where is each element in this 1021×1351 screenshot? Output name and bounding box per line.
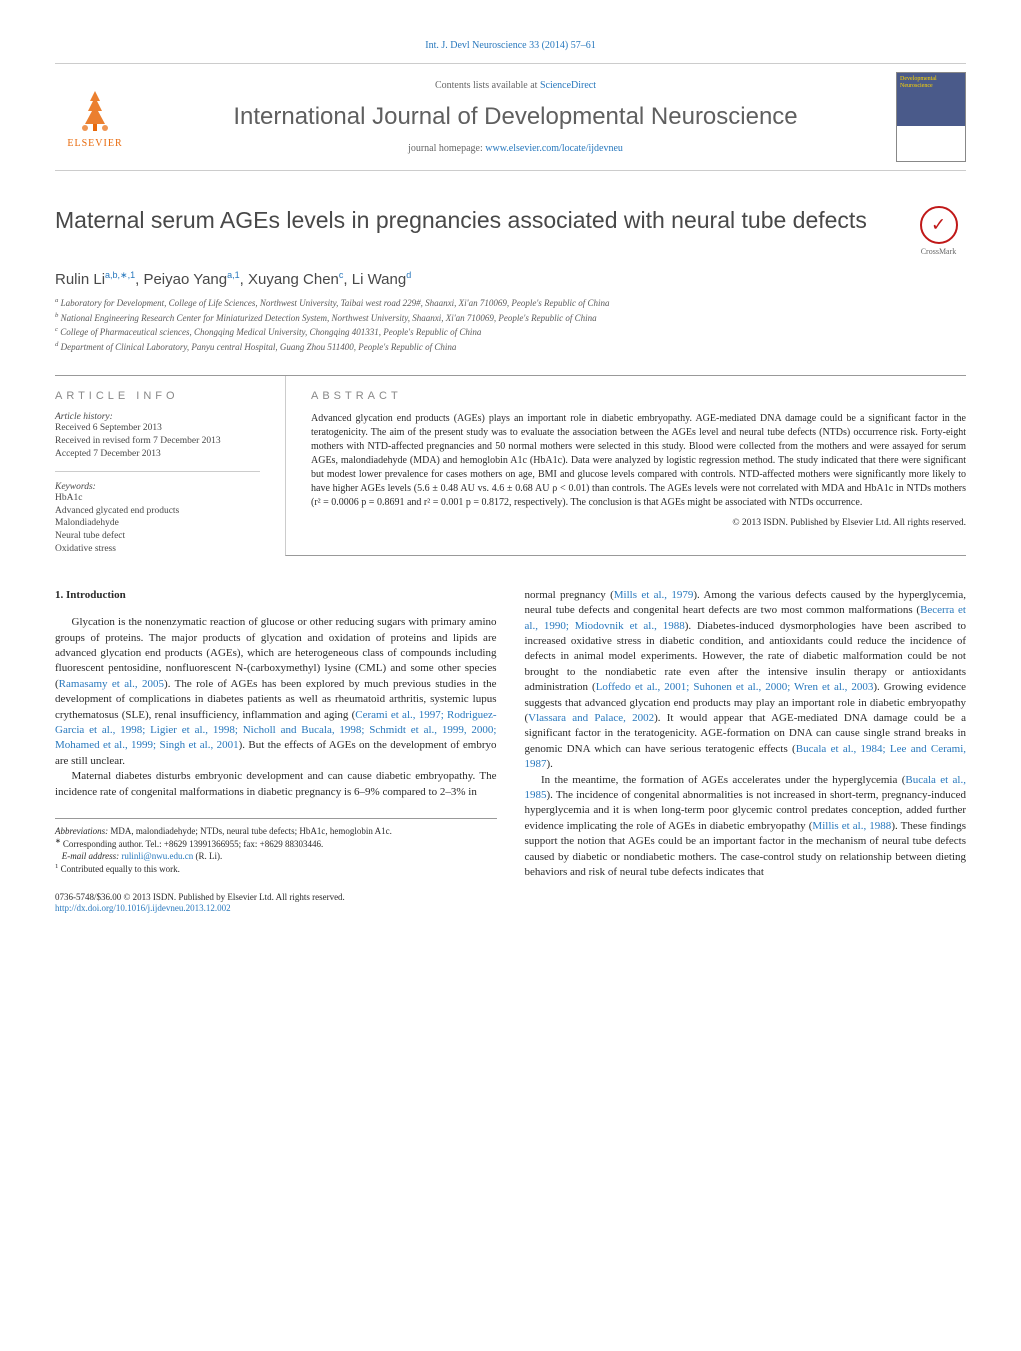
cover-text: Developmental Neuroscience [897,73,965,92]
affil-text: Laboratory for Development, College of L… [61,298,610,308]
column-right: normal pregnancy (Mills et al., 1979). A… [525,588,967,915]
affiliation-b: b National Engineering Research Center f… [55,311,966,325]
author-sup: a,1 [227,270,240,280]
author-name: Li Wang [352,271,406,288]
keyword-item: Neural tube defect [55,530,260,543]
citation-link[interactable]: Mills et al., 1979 [614,589,694,601]
affil-text: National Engineering Research Center for… [61,313,597,323]
footer-block: 0736-5748/$36.00 © 2013 ISDN. Published … [55,892,497,915]
body-paragraph: Maternal diabetes disturbs embryonic dev… [55,769,497,800]
keyword-item: Advanced glycated end products [55,505,260,518]
contrib-text: Contributed equally to this work. [58,864,180,874]
author-name: Xuyang Chen [248,271,339,288]
column-left: 1. Introduction Glycation is the nonenzy… [55,588,497,915]
citation-link[interactable]: Millis et al., 1988 [812,820,891,832]
history-item: Received in revised form 7 December 2013 [55,435,260,448]
affiliations-list: a Laboratory for Development, College of… [55,296,966,353]
header-citation: Int. J. Devl Neuroscience 33 (2014) 57–6… [55,40,966,51]
journal-name: International Journal of Developmental N… [135,103,896,131]
history-item: Received 6 September 2013 [55,422,260,435]
author-sup: d [406,270,411,280]
affil-text: College of Pharmaceutical sciences, Chon… [60,327,481,337]
email-suffix: (R. Li). [193,851,222,861]
article-history-block: Article history: Received 6 September 20… [55,412,260,471]
elsevier-label: ELSEVIER [67,138,122,149]
history-item: Accepted 7 December 2013 [55,448,260,461]
author-sup: a,b,∗,1 [105,270,135,280]
body-paragraph: In the meantime, the formation of AGEs a… [525,773,967,881]
footnote-email: E-mail address: rulinli@nwu.edu.cn (R. L… [55,850,497,862]
footnote-corresponding: ∗ Corresponding author. Tel.: +8629 1399… [55,837,497,850]
keyword-item: Oxidative stress [55,543,260,556]
journal-header-bar: ELSEVIER Contents lists available at Sci… [55,63,966,171]
affil-sup: a [55,297,58,304]
elsevier-tree-icon [70,86,120,136]
email-label: E-mail address: [62,851,122,861]
keyword-item: HbA1c [55,492,260,505]
affiliation-a: a Laboratory for Development, College of… [55,296,966,310]
corr-text: Corresponding author. Tel.: +8629 139913… [61,839,324,849]
article-title: Maternal serum AGEs levels in pregnancie… [55,206,911,235]
abstract-copyright: © 2013 ISDN. Published by Elsevier Ltd. … [311,518,966,528]
author-3: Li Wangd [352,271,412,288]
body-columns: 1. Introduction Glycation is the nonenzy… [55,588,966,915]
footer-copyright: 0736-5748/$36.00 © 2013 ISDN. Published … [55,892,497,904]
homepage-link[interactable]: www.elsevier.com/locate/ijdevneu [485,143,623,154]
footnotes-block: Abbreviations: MDA, malondiadehyde; NTDs… [55,818,497,876]
affil-sup: c [55,326,58,333]
abbr-text: MDA, malondiadehyde; NTDs, neural tube d… [108,826,392,836]
abstract-text: Advanced glycation end products (AGEs) p… [311,412,966,510]
abstract-panel: abstract Advanced glycation end products… [285,376,966,556]
crossmark-icon [920,206,958,244]
article-info-header: article info [55,390,260,402]
contents-line: Contents lists available at ScienceDirec… [135,80,896,91]
body-paragraph: normal pregnancy (Mills et al., 1979). A… [525,588,967,773]
doi-link[interactable]: http://dx.doi.org/10.1016/j.ijdevneu.201… [55,903,231,913]
authors-list: Rulin Lia,b,∗,1, Peiyao Yanga,1, Xuyang … [55,270,966,288]
author-name: Rulin Li [55,271,105,288]
affil-text: Department of Clinical Laboratory, Panyu… [61,342,457,352]
body-text: In the meantime, the formation of AGEs a… [541,774,905,786]
section-heading-intro: 1. Introduction [55,588,497,603]
abstract-header: abstract [311,390,966,402]
contents-prefix: Contents lists available at [435,80,540,91]
author-1: Peiyao Yanga,1 [143,271,239,288]
crossmark-badge[interactable]: CrossMark [911,206,966,256]
author-0: Rulin Lia,b,∗,1 [55,271,135,288]
affil-sup: b [55,312,58,319]
citation-link[interactable]: Vlassara and Palace, 2002 [528,712,654,724]
author-2: Xuyang Chenc [248,271,343,288]
affiliation-c: c College of Pharmaceutical sciences, Ch… [55,325,966,339]
elsevier-logo: ELSEVIER [55,77,135,157]
footnote-contributed: 1 Contributed equally to this work. [55,862,497,875]
body-text: normal pregnancy ( [525,589,614,601]
email-link[interactable]: rulinli@nwu.edu.cn [121,851,193,861]
body-paragraph: Glycation is the nonenzymatic reaction o… [55,615,497,769]
citation-link[interactable]: Loffedo et al., 2001; Suhonen et al., 20… [596,681,874,693]
affil-sup: d [55,341,58,348]
footnote-abbreviations: Abbreviations: MDA, malondiadehyde; NTDs… [55,825,497,837]
affiliation-d: d Department of Clinical Laboratory, Pan… [55,340,966,354]
abbr-label: Abbreviations: [55,826,108,836]
keywords-label: Keywords: [55,482,260,492]
author-sup: c [339,270,344,280]
keyword-item: Malondiadehyde [55,517,260,530]
crossmark-label: CrossMark [911,247,966,256]
sciencedirect-link[interactable]: ScienceDirect [540,80,596,91]
article-info-panel: article info Article history: Received 6… [55,376,285,556]
history-label: Article history: [55,412,260,422]
homepage-line: journal homepage: www.elsevier.com/locat… [135,143,896,154]
citation-link[interactable]: Ramasamy et al., 2005 [59,678,164,690]
body-text: ). [547,758,553,770]
homepage-prefix: journal homepage: [408,143,485,154]
author-name: Peiyao Yang [143,271,227,288]
journal-cover-thumbnail: Developmental Neuroscience [896,72,966,162]
